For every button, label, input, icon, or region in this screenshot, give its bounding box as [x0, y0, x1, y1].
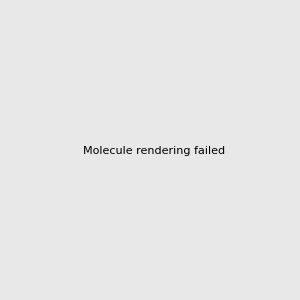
Text: Molecule rendering failed: Molecule rendering failed: [83, 146, 225, 157]
